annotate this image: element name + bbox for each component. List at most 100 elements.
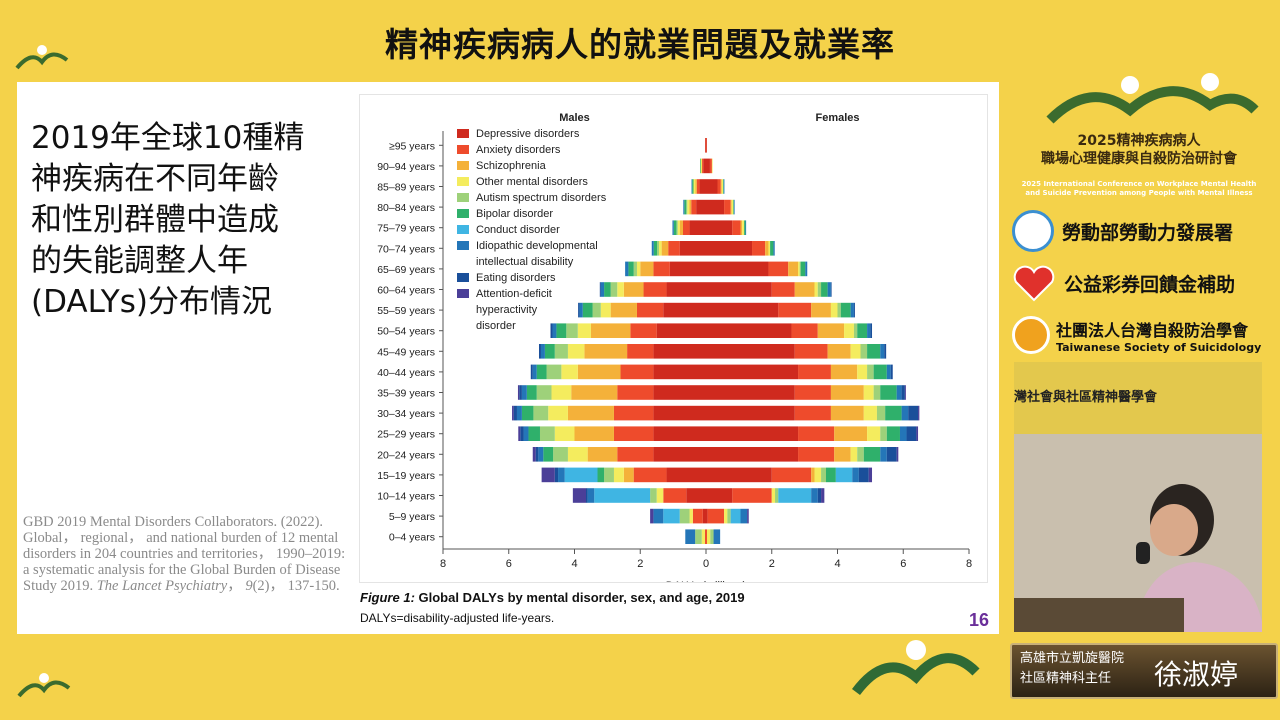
male-bar-segment xyxy=(530,364,533,380)
female-bar-segment xyxy=(906,426,917,441)
female-bar-segment xyxy=(835,467,853,483)
female-bar-segment xyxy=(740,508,748,524)
female-bar-segment xyxy=(706,364,799,380)
female-bar-segment xyxy=(817,323,845,338)
page-title: 精神疾病病人的就業問題及就業率 xyxy=(385,25,895,64)
female-bar-segment xyxy=(707,508,725,524)
legend-label: Eating disorders xyxy=(476,272,556,284)
male-bar-segment xyxy=(579,302,583,318)
sponsor-suicidology: 社團法人台灣自殺防治學會 Taiwanese Society of Suicid… xyxy=(1012,316,1261,354)
female-bar-segment xyxy=(867,344,881,359)
male-bar-segment xyxy=(663,302,706,318)
sponsor-labor-ministry: 勞動部勞動力發展署 xyxy=(1012,210,1233,252)
female-bar-segment xyxy=(717,179,721,194)
female-bar-segment xyxy=(765,241,769,256)
male-bar-segment xyxy=(587,447,618,462)
age-group-label: 15–19 years xyxy=(377,470,435,482)
male-bar-segment xyxy=(613,467,624,483)
male-bar-segment xyxy=(604,467,614,483)
legend-swatch xyxy=(457,129,469,138)
female-bar-segment xyxy=(884,344,887,359)
female-bar-segment xyxy=(814,282,818,297)
age-group-label: 90–94 years xyxy=(377,161,435,173)
x-tick-label: 6 xyxy=(900,558,906,570)
female-bar-segment xyxy=(850,302,854,318)
female-bar-segment xyxy=(870,323,873,338)
male-bar-segment xyxy=(544,344,555,359)
female-bar-segment xyxy=(745,220,747,235)
female-bar-segment xyxy=(850,344,861,359)
bottom-right-mascot-icon xyxy=(852,640,980,696)
male-bar-segment xyxy=(617,385,654,400)
legend-label: hyperactivity xyxy=(476,304,538,316)
female-bar-segment xyxy=(873,385,881,400)
female-bar-segment xyxy=(918,405,920,421)
male-bar-segment xyxy=(683,199,685,215)
female-bar-segment xyxy=(773,241,775,256)
male-bar-segment xyxy=(633,467,667,483)
conference-mascot-icon xyxy=(1046,73,1259,124)
female-bar-segment xyxy=(733,199,735,215)
female-bar-segment xyxy=(706,179,718,194)
male-bar-segment xyxy=(684,199,687,215)
female-bar-segment xyxy=(732,220,741,235)
sponsor-lottery: 公益彩券回饋金補助 xyxy=(1012,264,1235,302)
age-group-label: 25–29 years xyxy=(377,429,435,441)
female-bar-segment xyxy=(821,467,826,483)
female-bar-segment xyxy=(744,220,746,235)
male-bar-segment xyxy=(526,385,537,400)
legend-swatch xyxy=(457,209,469,218)
male-bar-segment xyxy=(653,385,706,400)
female-bar-segment xyxy=(706,508,708,524)
caption-subtitle: DALYs=disability-adjusted life-years. xyxy=(360,611,555,625)
female-bar-segment xyxy=(830,282,832,297)
male-bar-segment xyxy=(536,364,547,380)
male-bar-segment xyxy=(679,220,683,235)
left-mascot-icon xyxy=(15,45,69,70)
female-bar-segment xyxy=(830,385,864,400)
female-bar-segment xyxy=(837,302,841,318)
male-bar-segment xyxy=(687,199,690,215)
female-bar-segment xyxy=(908,405,919,421)
female-bar-segment xyxy=(706,220,733,235)
female-bar-segment xyxy=(876,405,886,421)
female-bar-segment xyxy=(706,261,769,277)
female-bar-segment xyxy=(840,302,851,318)
female-bar-segment xyxy=(863,405,877,421)
male-bar-segment xyxy=(628,261,634,277)
female-bar-segment xyxy=(770,241,774,256)
pyramid-chart: Males Females ≥95 years 90–94 years 85–89 ye… xyxy=(360,95,987,592)
female-bar-segment xyxy=(916,426,919,441)
male-bar-segment xyxy=(521,385,527,400)
legend-label: Other mental disorders xyxy=(476,176,588,188)
female-bar-segment xyxy=(742,220,745,235)
male-bar-segment xyxy=(673,220,677,235)
legend-label: Bipolar disorder xyxy=(476,208,553,220)
male-bar-segment xyxy=(668,241,680,256)
male-bar-segment xyxy=(523,426,529,441)
legend-swatch xyxy=(457,161,469,170)
male-bar-segment xyxy=(512,405,514,421)
podium xyxy=(1014,598,1184,632)
female-bar-segment xyxy=(794,282,815,297)
female-bar-segment xyxy=(713,529,721,544)
male-bar-segment xyxy=(658,241,662,256)
female-bar-segment xyxy=(821,488,825,503)
female-bar-segment xyxy=(768,261,789,277)
male-bar-segment xyxy=(689,508,693,524)
female-bar-segment xyxy=(834,426,868,441)
male-bar-segment xyxy=(651,241,654,256)
male-bar-segment xyxy=(623,282,644,297)
legend-label: intellectual disability xyxy=(476,256,574,268)
male-bar-segment xyxy=(548,405,568,421)
legend-swatch xyxy=(457,225,469,234)
female-bar-segment xyxy=(880,344,885,359)
male-bar-segment xyxy=(669,261,706,277)
female-bar-segment xyxy=(723,179,725,194)
male-bar-segment xyxy=(630,323,657,338)
male-bar-segment xyxy=(692,508,703,524)
female-bar-segment xyxy=(821,282,828,297)
female-bar-segment xyxy=(706,467,772,483)
male-bar-segment xyxy=(564,467,598,483)
male-bar-segment xyxy=(554,426,575,441)
